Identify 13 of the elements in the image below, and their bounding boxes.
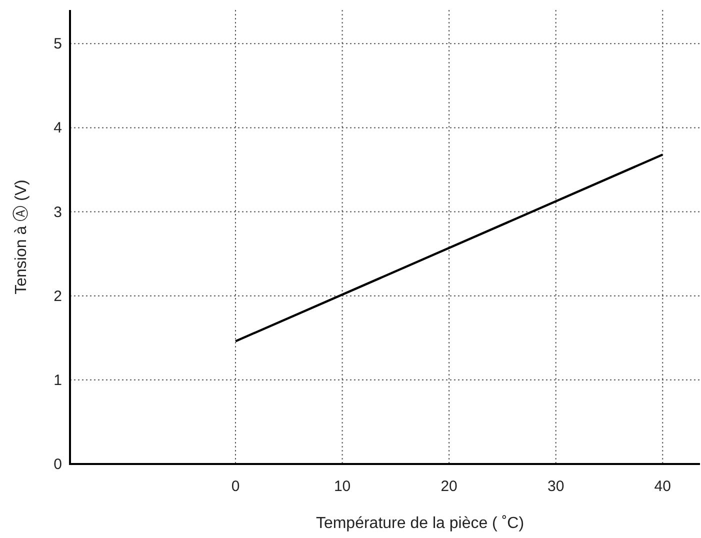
y-tick-label: 5	[54, 36, 62, 53]
x-axis-title: Température de la pièce ( ˚C)	[316, 515, 524, 532]
y-tick-label: 4	[54, 120, 62, 137]
y-axis-title: Tension à Ⓐ (V)	[12, 180, 30, 294]
x-tick-label: 10	[334, 478, 351, 495]
y-tick-label: 3	[54, 204, 62, 221]
x-tick-label: 20	[440, 478, 458, 495]
x-tick-label: 30	[548, 478, 564, 495]
y-tick-label: 1	[54, 372, 62, 389]
y-tick-label: 2	[54, 288, 62, 305]
y-tick-label: 0	[54, 456, 62, 473]
x-tick-label: 40	[654, 478, 671, 495]
x-tick-label: 0	[231, 478, 240, 495]
